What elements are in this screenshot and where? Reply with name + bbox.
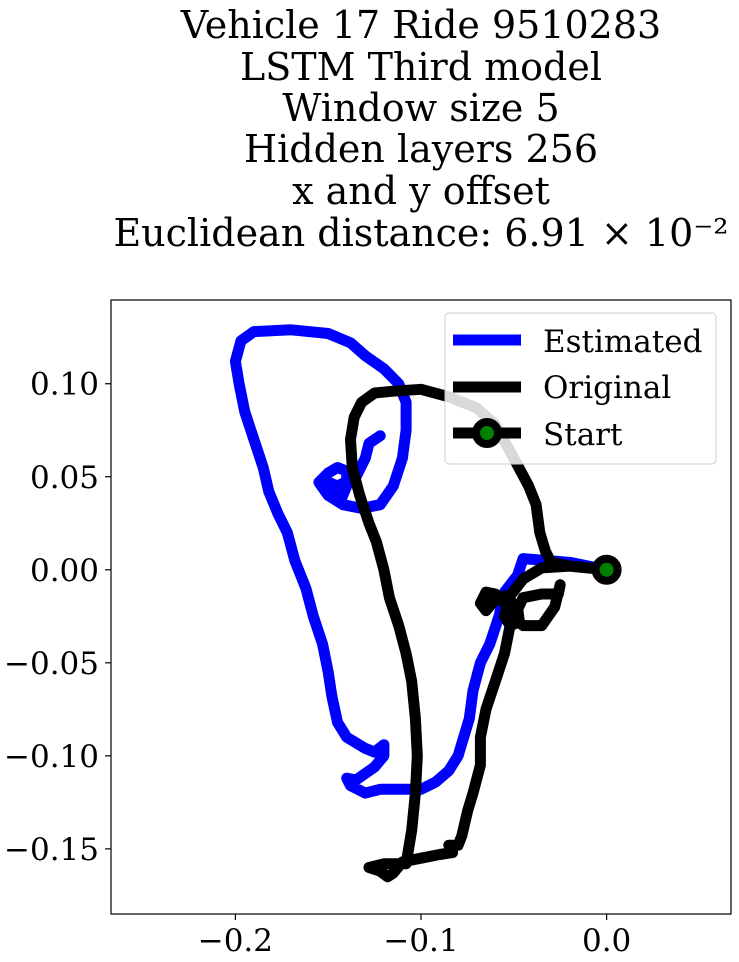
title-line-4: Hidden layers 256 bbox=[244, 127, 598, 171]
legend: Estimated Original Start bbox=[444, 312, 717, 465]
axes-layer: −0.2 −0.1 0.0 0.10 0.05 0.00 −0.05 −0.10 −0.15 bbox=[4, 367, 631, 959]
title-line-5: x and y offset bbox=[292, 169, 550, 213]
y-tick-label: −0.05 bbox=[4, 646, 99, 682]
title-line-2: LSTM Third model bbox=[240, 45, 602, 89]
legend-label-estimated: Estimated bbox=[543, 324, 702, 360]
legend-label-start: Start bbox=[543, 417, 623, 453]
chart-title: Vehicle 17 Ride 9510283 LSTM Third model… bbox=[113, 3, 728, 255]
series-layer bbox=[229, 324, 613, 883]
legend-swatch-start-marker bbox=[472, 418, 502, 448]
y-tick-label: −0.10 bbox=[4, 739, 99, 775]
y-tick-label: −0.15 bbox=[4, 832, 99, 868]
y-tick-label: 0.00 bbox=[30, 553, 99, 589]
start-marker bbox=[591, 554, 622, 585]
title-line-1: Vehicle 17 Ride 9510283 bbox=[180, 3, 661, 47]
series-line-estimated bbox=[229, 324, 613, 799]
legend-label-original: Original bbox=[543, 370, 671, 406]
x-tick-label: −0.1 bbox=[383, 923, 458, 959]
title-line-3: Window size 5 bbox=[282, 86, 559, 130]
legend-box bbox=[444, 312, 717, 465]
marker-layer bbox=[591, 554, 622, 585]
y-tick-label: 0.05 bbox=[30, 460, 99, 496]
title-line-6: Euclidean distance: 6.91 × 10⁻² bbox=[113, 211, 728, 255]
x-tick-label: 0.0 bbox=[582, 923, 631, 959]
y-tick-label: 0.10 bbox=[30, 367, 99, 403]
x-tick-label: −0.2 bbox=[198, 923, 273, 959]
series-line-original bbox=[345, 383, 613, 883]
